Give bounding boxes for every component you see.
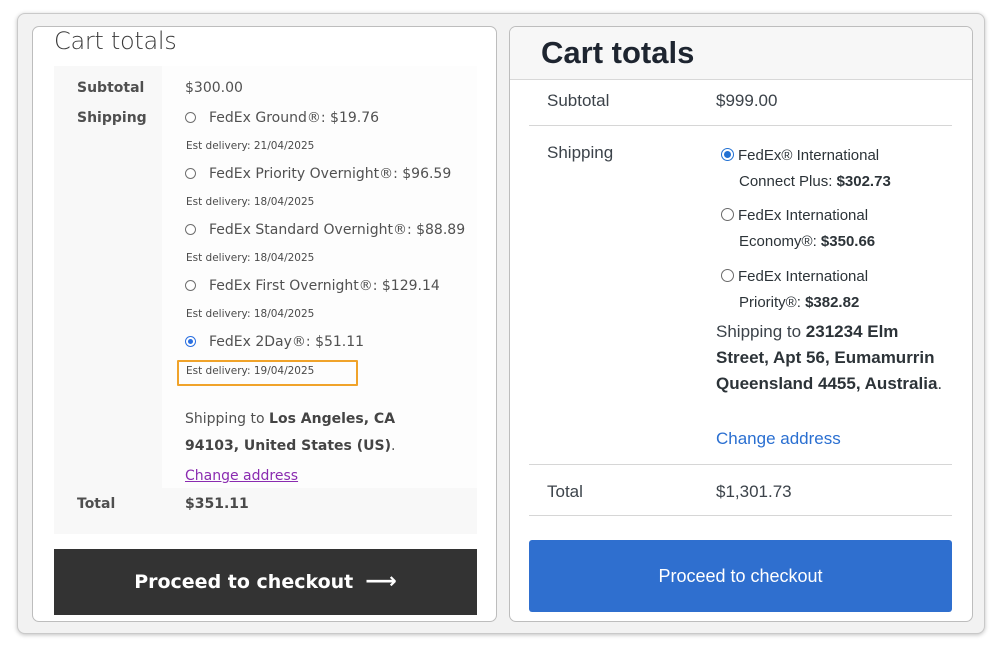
cart-totals-left-panel: Cart totals Subtotal $300.00 Shipping Fe…: [32, 26, 497, 622]
shipping-to-suffix: .: [390, 438, 396, 454]
cart-totals-right-panel: Cart totals Subtotal $999.00 Shipping Fe…: [509, 26, 973, 622]
shipping-to-prefix: Shipping to: [716, 322, 806, 341]
shipping-option-international-connect-plus[interactable]: FedEx® International Connect Plus: $302.…: [721, 143, 941, 195]
shipping-option-label: FedEx Priority Overnight®: $96.59: [209, 166, 452, 182]
shipping-option-label: FedEx First Overnight®: $129.14: [209, 278, 440, 294]
shipping-option-international-priority[interactable]: FedEx International Priority®: $382.82: [721, 264, 941, 316]
checkout-label: Proceed to checkout: [134, 571, 354, 593]
proceed-to-checkout-button[interactable]: Proceed to checkout ⟶: [54, 549, 477, 615]
est-delivery: Est delivery: 21/04/2025: [186, 140, 315, 152]
shipping-label: Shipping: [547, 143, 614, 162]
shipping-option-label: FedEx International: [738, 268, 869, 285]
change-address-link[interactable]: Change address: [716, 429, 841, 448]
shipping-option-label: FedEx International: [738, 207, 869, 224]
shipping-option-price: $302.73: [836, 173, 891, 190]
radio-button[interactable]: [185, 168, 196, 179]
shipping-option-label-2: Connect Plus:: [739, 173, 837, 190]
radio-button[interactable]: [185, 112, 196, 123]
shipping-option-fedex-2day[interactable]: FedEx 2Day®: $51.11: [185, 334, 364, 350]
est-delivery: Est delivery: 18/04/2025: [186, 196, 315, 208]
subtotal-label: Subtotal: [547, 91, 610, 110]
shipping-option-fedex-standard-overnight[interactable]: FedEx Standard Overnight®: $88.89: [185, 222, 465, 238]
change-address-link[interactable]: Change address: [185, 468, 299, 484]
shipping-option-price: $350.66: [820, 233, 876, 250]
radio-button[interactable]: [185, 224, 196, 235]
shipping-option-label-2: Priority®:: [739, 294, 806, 311]
cart-totals-title: Cart totals: [54, 27, 177, 55]
cart-totals-table: Subtotal $300.00 Shipping FedEx Ground®:…: [54, 66, 477, 534]
radio-button[interactable]: [721, 208, 734, 221]
shipping-option-label: FedEx 2Day®: $51.11: [209, 334, 365, 350]
shipping-option-fedex-first-overnight[interactable]: FedEx First Overnight®: $129.14: [185, 278, 440, 294]
proceed-to-checkout-button[interactable]: Proceed to checkout: [529, 540, 952, 612]
radio-button-selected[interactable]: [185, 336, 196, 347]
shipping-option-price: $382.82: [805, 294, 860, 311]
panel-header: Cart totals: [510, 27, 972, 80]
shipping-option-international-economy[interactable]: FedEx International Economy®: $350.66: [721, 203, 941, 255]
shipping-option-label: FedEx Ground®: $19.76: [209, 110, 380, 126]
est-delivery: Est delivery: 18/04/2025: [186, 308, 315, 320]
subtotal-value: $300.00: [185, 80, 243, 96]
radio-button[interactable]: [185, 280, 196, 291]
total-label: Total: [77, 496, 116, 512]
arrow-right-icon: ⟶: [365, 569, 397, 594]
subtotal-label: Subtotal: [77, 80, 145, 96]
highlight-box: [177, 360, 358, 386]
radio-button-selected[interactable]: [721, 148, 734, 161]
row-divider: [529, 125, 952, 126]
cart-totals-title: Cart totals: [541, 35, 695, 70]
subtotal-value: $999.00: [716, 91, 778, 110]
shipping-label: Shipping: [77, 110, 147, 126]
shipping-option-label: FedEx® International: [738, 147, 880, 164]
shipping-destination: Shipping to Los Angeles, CA 94103, Unite…: [185, 406, 445, 460]
shipping-option-fedex-ground[interactable]: FedEx Ground®: $19.76: [185, 110, 379, 126]
radio-button[interactable]: [721, 269, 734, 282]
values-column: [162, 66, 477, 488]
shipping-option-label-2: Economy®:: [739, 233, 821, 250]
shipping-option-label: FedEx Standard Overnight®: $88.89: [209, 222, 466, 238]
est-delivery: Est delivery: 19/04/2025: [186, 365, 315, 377]
shipping-address: 231234 Elm Street, Apt 56, Eumamurrin Qu…: [716, 322, 938, 393]
total-value: $1,301.73: [716, 482, 792, 501]
shipping-option-fedex-priority-overnight[interactable]: FedEx Priority Overnight®: $96.59: [185, 166, 451, 182]
total-label: Total: [547, 482, 583, 501]
est-delivery: Est delivery: 18/04/2025: [186, 252, 315, 264]
shipping-to-suffix: .: [937, 374, 943, 393]
shipping-destination: Shipping to 231234 Elm Street, Apt 56, E…: [716, 319, 951, 397]
row-divider: [529, 515, 952, 516]
shipping-address: Los Angeles, CA 94103, United States (US…: [185, 411, 396, 454]
shipping-to-prefix: Shipping to: [185, 411, 270, 427]
total-value: $351.11: [185, 496, 249, 512]
row-divider: [529, 464, 952, 465]
